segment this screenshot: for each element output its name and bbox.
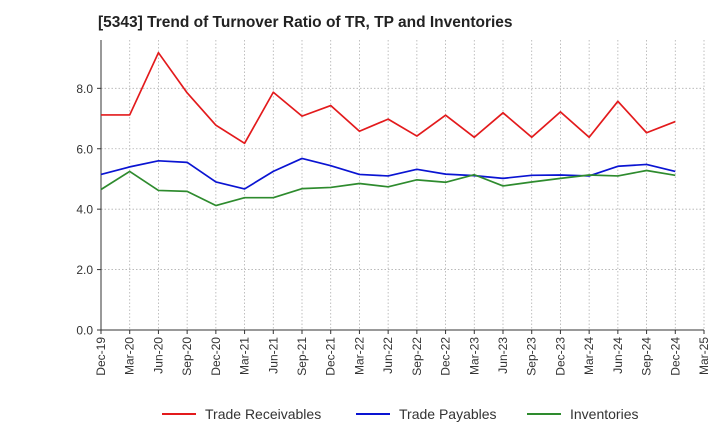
series-lines — [100, 51, 676, 207]
x-tick-label: Dec-19 — [94, 337, 108, 376]
x-tick-label: Sep-21 — [295, 337, 309, 376]
legend-label-trade-receivables: Trade Receivables — [205, 406, 321, 422]
x-tick-label: Jun-20 — [151, 337, 165, 374]
y-tick-label: 4.0 — [76, 203, 93, 217]
x-tick-label: Sep-23 — [525, 337, 539, 376]
x-tick-label: Dec-22 — [439, 337, 453, 376]
x-tick-label: Sep-22 — [410, 337, 424, 376]
y-tick-label: 8.0 — [76, 82, 93, 96]
x-tick-label: Jun-22 — [381, 337, 395, 374]
x-tick-label: Mar-25 — [697, 337, 711, 375]
x-tick-label: Mar-20 — [123, 337, 137, 375]
x-tick-label: Sep-20 — [180, 337, 194, 376]
chart-title: [5343] Trend of Turnover Ratio of TR, TP… — [98, 14, 513, 31]
legend-label-inventories: Inventories — [570, 406, 638, 422]
legend-label-trade-payables: Trade Payables — [399, 406, 497, 422]
x-tick-label: Jun-24 — [611, 337, 625, 374]
grid-lines — [100, 40, 705, 331]
x-tick-label: Mar-21 — [238, 337, 252, 375]
x-tick-label: Sep-24 — [640, 337, 654, 376]
x-tick-label: Jun-23 — [496, 337, 510, 374]
axes: 0.0 2.0 4.0 6.0 8.0 Dec-19 Mar-20 Jun-20 Sep-20 D… — [76, 40, 711, 376]
x-tick-label: Mar-22 — [352, 337, 366, 375]
x-tick-label: Dec-20 — [209, 337, 223, 376]
legend: Trade Receivables Trade Payables Inventori… — [162, 406, 638, 422]
x-tick-label: Mar-24 — [582, 337, 596, 375]
x-tick-label: Dec-24 — [668, 337, 682, 376]
x-tick-label: Dec-23 — [553, 337, 567, 376]
x-tick-label: Dec-21 — [324, 337, 338, 376]
series-line-inventories — [100, 169, 676, 207]
y-tick-label: 0.0 — [76, 324, 93, 338]
x-tick-label: Jun-21 — [266, 337, 280, 374]
y-tick-label: 2.0 — [76, 263, 93, 277]
x-tick-label: Mar-23 — [467, 337, 481, 375]
series-line-trade-receivables — [101, 51, 676, 145]
y-tick-label: 6.0 — [76, 142, 93, 156]
